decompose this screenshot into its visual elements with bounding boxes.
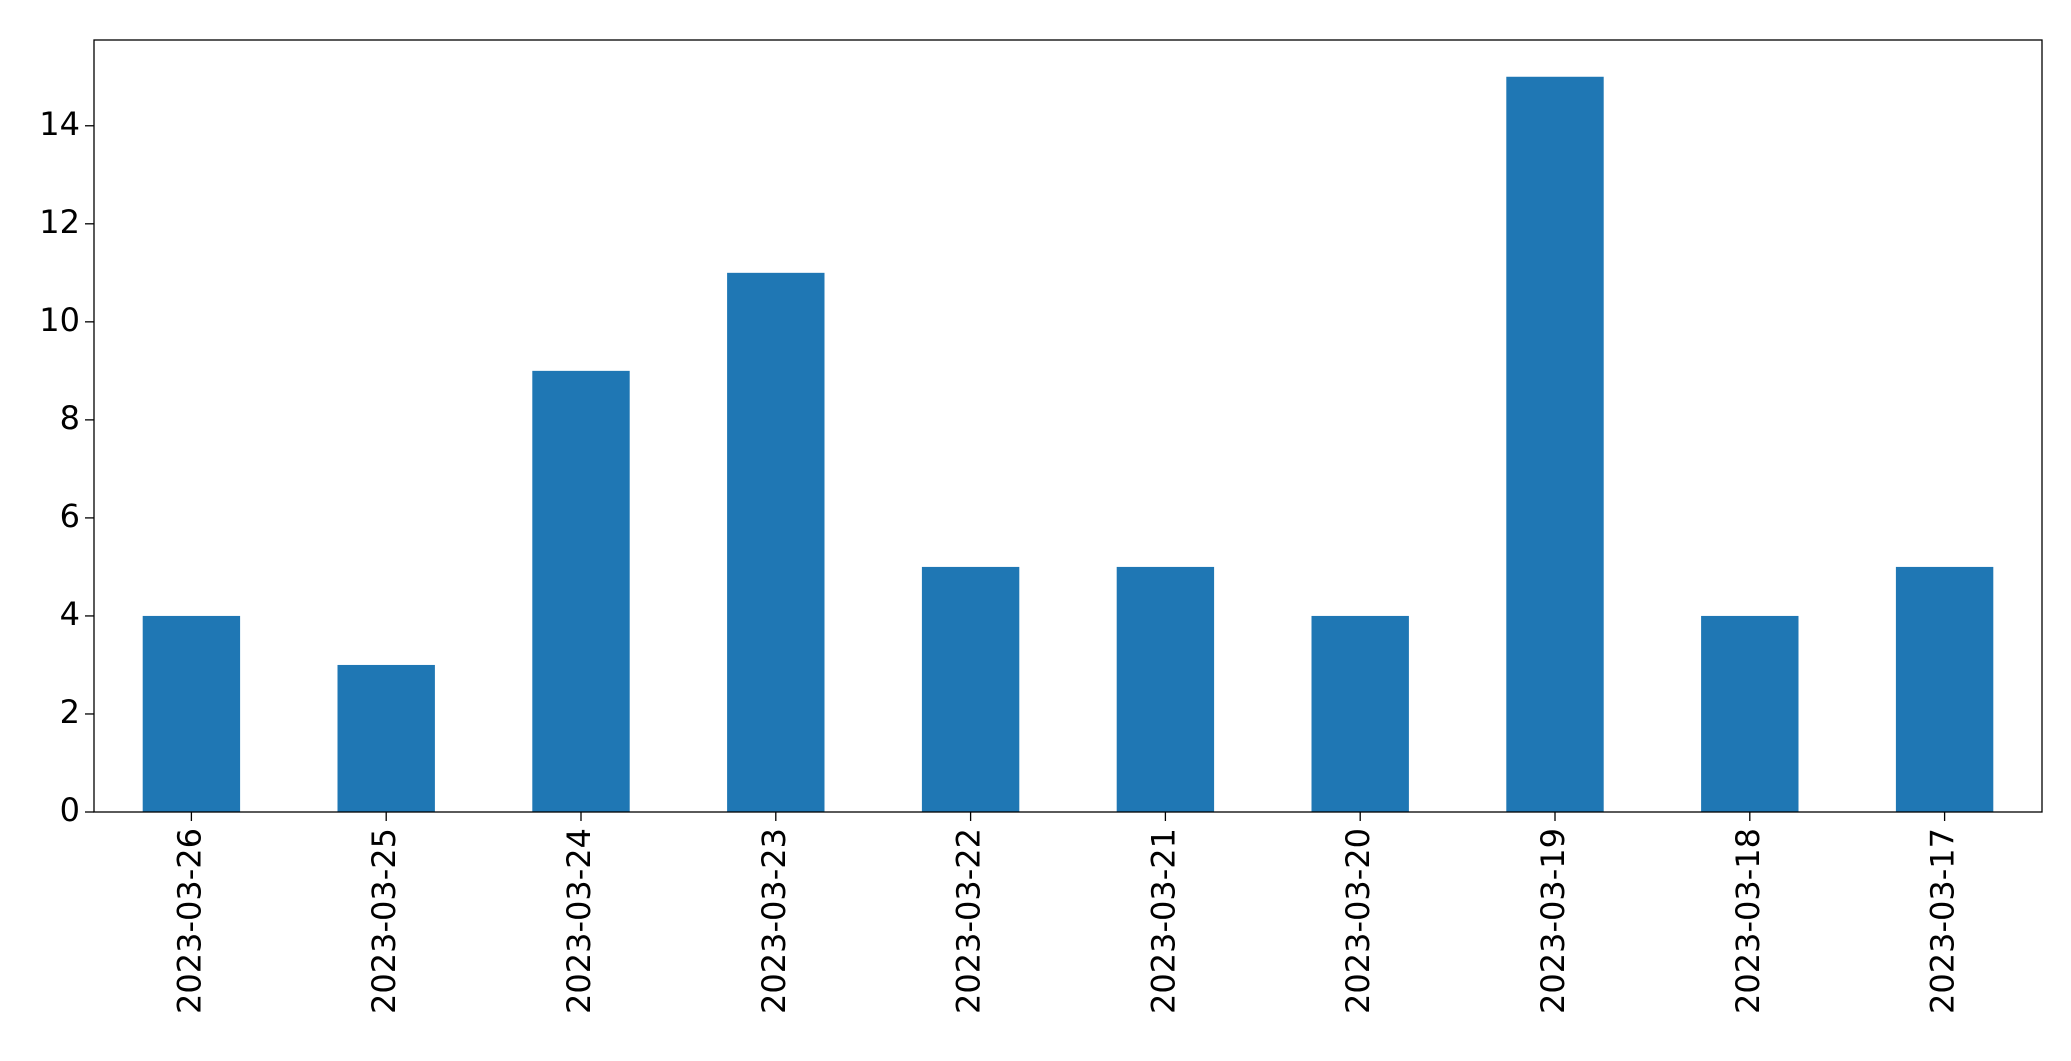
y-tick-label: 2 xyxy=(60,693,80,731)
x-tick-label: 2023-03-26 xyxy=(170,828,208,1014)
x-tick-label: 2023-03-24 xyxy=(560,828,598,1014)
bar xyxy=(142,615,241,812)
bar xyxy=(1116,566,1215,812)
bar xyxy=(1895,566,1994,812)
y-tick-label: 0 xyxy=(60,791,80,829)
y-tick-label: 8 xyxy=(60,399,80,437)
y-tick-label: 10 xyxy=(39,301,80,339)
y-tick-label: 14 xyxy=(39,105,80,143)
x-tick-label: 2023-03-19 xyxy=(1534,828,1572,1014)
x-tick-label: 2023-03-20 xyxy=(1339,828,1377,1014)
y-tick-label: 12 xyxy=(39,203,80,241)
x-tick-label: 2023-03-22 xyxy=(950,828,988,1014)
x-tick-label: 2023-03-17 xyxy=(1924,828,1962,1014)
x-tick-label: 2023-03-21 xyxy=(1144,828,1182,1014)
y-tick-label: 6 xyxy=(60,497,80,535)
x-tick-label: 2023-03-23 xyxy=(755,828,793,1014)
bar xyxy=(337,664,435,812)
bar xyxy=(532,370,630,812)
bar xyxy=(921,566,1020,812)
x-tick-label: 2023-03-18 xyxy=(1729,828,1767,1014)
bar xyxy=(1701,615,1799,812)
plot-frame xyxy=(93,39,2043,813)
bar xyxy=(727,272,825,812)
bar xyxy=(1506,76,1604,812)
bar xyxy=(1311,615,1409,812)
y-tick-label: 4 xyxy=(60,595,80,633)
x-tick-label: 2023-03-25 xyxy=(365,828,403,1014)
